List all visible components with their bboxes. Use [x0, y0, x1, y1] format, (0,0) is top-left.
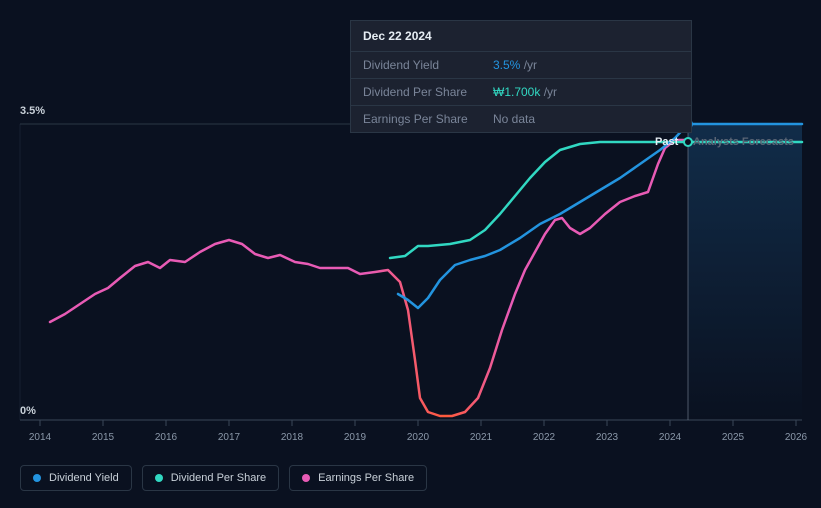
chart-tooltip: Dec 22 2024 Dividend Yield3.5% /yrDivide…: [350, 20, 692, 133]
x-axis-tick: 2014: [29, 432, 51, 443]
legend-dot-icon: [155, 474, 163, 482]
x-axis-tick: 2019: [344, 432, 366, 443]
chart-legend: Dividend Yield Dividend Per Share Earnings…: [20, 465, 427, 491]
legend-item[interactable]: Earnings Per Share: [289, 465, 427, 491]
legend-dot-icon: [33, 474, 41, 482]
tooltip-row-label: Earnings Per Share: [363, 112, 493, 126]
legend-label: Earnings Per Share: [318, 472, 414, 484]
tooltip-row-value: ₩1.700k /yr: [493, 85, 557, 99]
x-axis-tick: 2016: [155, 432, 177, 443]
tooltip-row-label: Dividend Per Share: [363, 85, 493, 99]
legend-item[interactable]: Dividend Per Share: [142, 465, 279, 491]
x-axis-tick: 2025: [722, 432, 744, 443]
past-label: Past: [655, 136, 678, 148]
chart-plot-area: Past Analysts Forecasts: [20, 110, 802, 430]
x-axis-tick: 2021: [470, 432, 492, 443]
legend-dot-icon: [302, 474, 310, 482]
y-axis-label: 0%: [20, 405, 36, 417]
y-axis-label: 3.5%: [20, 105, 45, 117]
x-axis-tick: 2022: [533, 432, 555, 443]
x-axis-tick: 2017: [218, 432, 240, 443]
chart-svg: [20, 110, 802, 430]
tooltip-row-value: 3.5% /yr: [493, 58, 537, 72]
tooltip-row: Earnings Per ShareNo data: [351, 105, 691, 132]
tooltip-row: Dividend Per Share₩1.700k /yr: [351, 78, 691, 105]
x-axis-tick: 2024: [659, 432, 681, 443]
x-axis-tick: 2015: [92, 432, 114, 443]
x-axis-tick: 2023: [596, 432, 618, 443]
x-axis: 2014 2015 2016 2017 2018 2019 2020 2021 2022 2023…: [20, 432, 802, 452]
x-axis-tick: 2026: [785, 432, 807, 443]
forecast-label: Analysts Forecasts: [693, 136, 794, 148]
tooltip-date: Dec 22 2024: [351, 21, 691, 51]
tooltip-row: Dividend Yield3.5% /yr: [351, 51, 691, 78]
legend-item[interactable]: Dividend Yield: [20, 465, 132, 491]
legend-label: Dividend Per Share: [171, 472, 266, 484]
tooltip-row-label: Dividend Yield: [363, 58, 493, 72]
tooltip-row-value: No data: [493, 112, 535, 126]
x-axis-tick: 2018: [281, 432, 303, 443]
legend-label: Dividend Yield: [49, 472, 119, 484]
x-axis-tick: 2020: [407, 432, 429, 443]
